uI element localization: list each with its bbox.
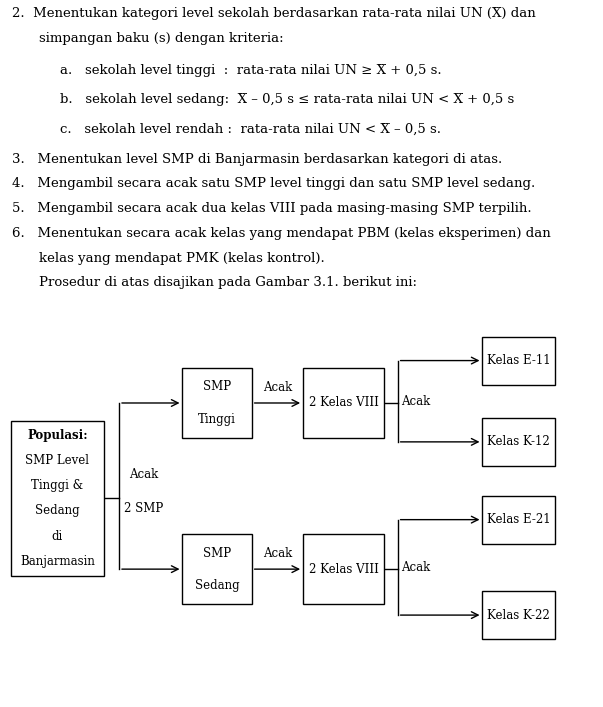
Text: SMP Level: SMP Level <box>25 455 89 467</box>
Text: Acak: Acak <box>263 547 292 560</box>
Text: SMP: SMP <box>203 380 231 393</box>
Text: Banjarmasin: Banjarmasin <box>20 555 95 568</box>
FancyBboxPatch shape <box>482 337 555 385</box>
Text: Kelas K-22: Kelas K-22 <box>487 609 550 621</box>
Text: Kelas E-11: Kelas E-11 <box>487 354 551 367</box>
Text: 2 Kelas VIII: 2 Kelas VIII <box>309 397 379 409</box>
FancyBboxPatch shape <box>11 421 104 576</box>
Text: 3.   Menentukan level SMP di Banjarmasin berdasarkan kategori di atas.: 3. Menentukan level SMP di Banjarmasin b… <box>12 153 502 165</box>
Text: Acak: Acak <box>400 395 430 408</box>
FancyBboxPatch shape <box>182 534 252 604</box>
Text: Sedang: Sedang <box>195 579 239 592</box>
Text: kelas yang mendapat PMK (kelas kontrol).: kelas yang mendapat PMK (kelas kontrol). <box>39 252 325 264</box>
Text: 6.   Menentukan secara acak kelas yang mendapat PBM (kelas eksperimen) dan: 6. Menentukan secara acak kelas yang men… <box>12 227 551 240</box>
Text: SMP: SMP <box>203 547 231 559</box>
Text: 2.  Menentukan kategori level sekolah berdasarkan rata-rata nilai UN (X̅) dan: 2. Menentukan kategori level sekolah ber… <box>12 7 536 20</box>
FancyBboxPatch shape <box>482 591 555 639</box>
Text: 4.   Mengambil secara acak satu SMP level tinggi dan satu SMP level sedang.: 4. Mengambil secara acak satu SMP level … <box>12 177 535 190</box>
Text: 2 SMP: 2 SMP <box>124 502 163 515</box>
Text: Sedang: Sedang <box>35 505 80 518</box>
Text: Prosedur di atas disajikan pada Gambar 3.1. berikut ini:: Prosedur di atas disajikan pada Gambar 3… <box>39 276 417 289</box>
FancyBboxPatch shape <box>303 368 385 438</box>
Text: 2 Kelas VIII: 2 Kelas VIII <box>309 563 379 575</box>
Text: Kelas K-12: Kelas K-12 <box>487 436 550 448</box>
FancyBboxPatch shape <box>482 418 555 466</box>
Text: Kelas E-21: Kelas E-21 <box>487 513 551 526</box>
FancyBboxPatch shape <box>482 496 555 544</box>
FancyBboxPatch shape <box>303 534 385 604</box>
Text: 5.   Mengambil secara acak dua kelas VIII pada masing-masing SMP terpilih.: 5. Mengambil secara acak dua kelas VIII … <box>12 202 532 215</box>
Text: Acak: Acak <box>263 381 292 394</box>
Text: simpangan baku (s) dengan kriteria:: simpangan baku (s) dengan kriteria: <box>39 32 284 45</box>
Text: b.   sekolah level sedang:  X̅ – 0,5 s ≤ rata-rata nilai UN < X̅ + 0,5 s: b. sekolah level sedang: X̅ – 0,5 s ≤ ra… <box>60 93 514 106</box>
Text: Tinggi: Tinggi <box>198 413 236 426</box>
Text: Acak: Acak <box>128 468 158 481</box>
Text: di: di <box>52 530 63 542</box>
Text: a.   sekolah level tinggi  :  rata-rata nilai UN ≥ X̅ + 0,5 s.: a. sekolah level tinggi : rata-rata nila… <box>60 64 442 76</box>
Text: Acak: Acak <box>400 561 430 574</box>
Text: c.   sekolah level rendah :  rata-rata nilai UN < X̅ – 0,5 s.: c. sekolah level rendah : rata-rata nila… <box>60 123 441 136</box>
Text: Populasi:: Populasi: <box>27 429 87 442</box>
FancyBboxPatch shape <box>182 368 252 438</box>
Text: Tinggi &: Tinggi & <box>31 479 83 492</box>
